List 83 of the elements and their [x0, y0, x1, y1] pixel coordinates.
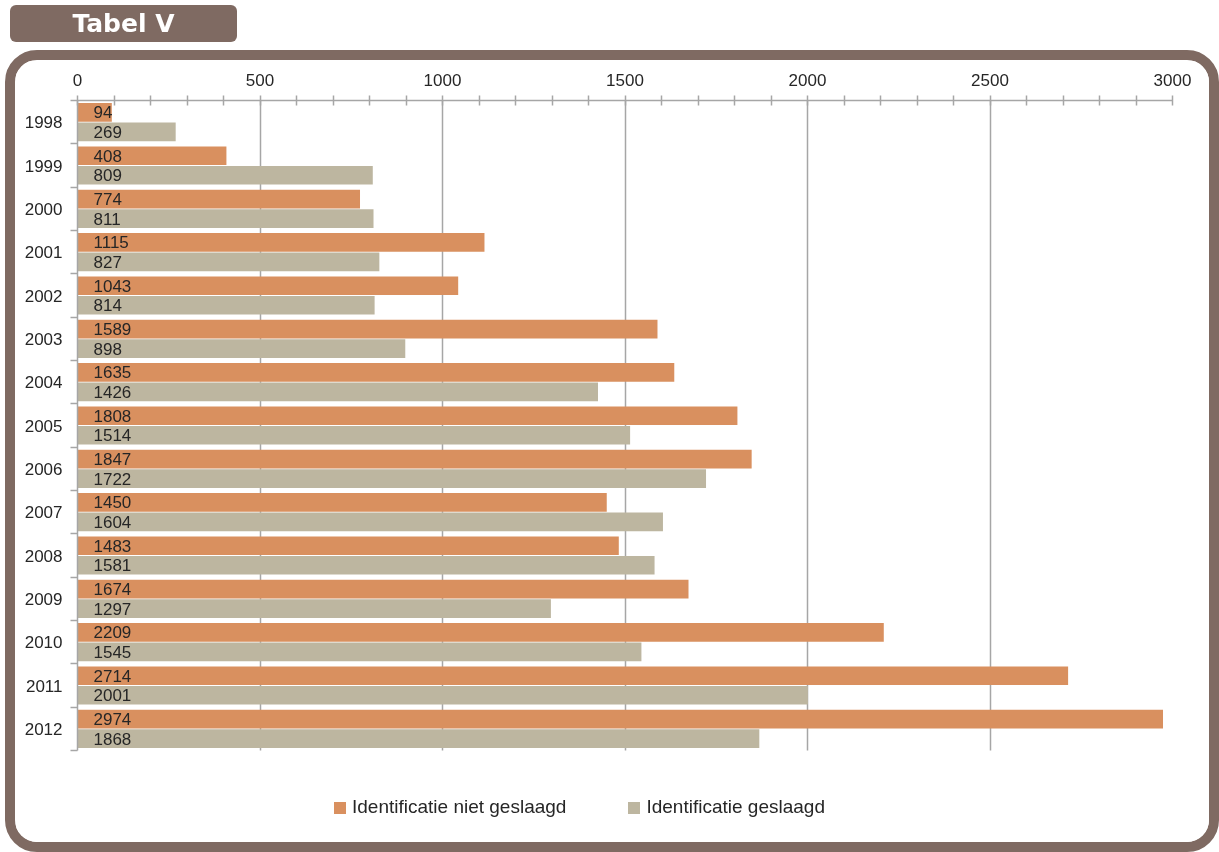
data-label: 1115	[93, 233, 129, 253]
y-tick-label: 2012	[24, 719, 63, 739]
data-label: 1604	[93, 512, 132, 532]
chart-title: Tabel V	[72, 8, 175, 40]
data-label: 1450	[93, 493, 132, 513]
data-label: 1426	[93, 382, 132, 402]
data-label: 814	[93, 296, 122, 316]
bar	[77, 512, 663, 532]
data-label: 1043	[93, 276, 132, 296]
y-tick-label: 2002	[24, 286, 63, 306]
data-label: 1808	[93, 406, 132, 426]
bar	[77, 252, 380, 272]
data-label: 811	[93, 209, 121, 229]
x-tick-label: 2500	[971, 70, 1009, 90]
data-label: 1545	[93, 642, 132, 662]
bar	[77, 209, 374, 228]
x-tick-label: 1000	[423, 70, 462, 90]
bar	[77, 425, 631, 445]
data-label: 2209	[93, 623, 132, 643]
bar	[77, 536, 619, 556]
bar	[77, 189, 361, 209]
bar	[77, 493, 607, 512]
bar	[77, 165, 373, 185]
y-tick-label: 2011	[25, 676, 63, 696]
data-label: 1868	[93, 729, 132, 749]
data-label: 1847	[93, 450, 132, 470]
legend-label: Identificatie geslaagd	[646, 796, 825, 818]
bar	[77, 276, 459, 296]
data-label: 1514	[93, 426, 132, 446]
y-tick-label: 1998	[24, 113, 63, 133]
y-tick-label: 2001	[24, 243, 63, 263]
y-tick-label: 1999	[24, 156, 63, 176]
data-label: 898	[93, 339, 122, 359]
bar	[77, 382, 598, 402]
data-label: 809	[93, 166, 122, 186]
y-tick-label: 2007	[24, 503, 63, 523]
x-tick-label: 500	[245, 70, 275, 90]
data-label: 1722	[93, 469, 132, 489]
bar	[77, 685, 808, 705]
bar	[77, 709, 1164, 729]
bar	[77, 666, 1069, 686]
y-tick-label: 2008	[24, 546, 63, 566]
y-tick-label: 2005	[24, 416, 63, 436]
data-label: 1483	[93, 536, 132, 556]
x-tick-label: 0	[72, 70, 83, 90]
data-label: 774	[93, 190, 122, 210]
data-label: 2001	[93, 686, 132, 706]
y-tick-label: 2000	[24, 199, 63, 219]
y-tick-label: 2006	[24, 459, 63, 479]
data-label: 1297	[93, 599, 132, 619]
data-label: 1674	[93, 580, 132, 600]
bar	[77, 579, 689, 599]
data-label: 269	[93, 122, 122, 142]
bar	[77, 449, 752, 469]
y-tick-label: 2010	[24, 633, 63, 653]
y-tick-label: 2009	[24, 589, 63, 609]
data-label: 2714	[93, 666, 132, 686]
x-tick-label: 3000	[1153, 70, 1192, 90]
data-label: 2974	[93, 710, 132, 730]
data-label: 1581	[93, 556, 132, 576]
bar	[77, 339, 406, 358]
data-label: 408	[93, 146, 122, 166]
bar	[77, 233, 485, 252]
bar	[77, 469, 707, 488]
bar	[77, 146, 227, 166]
bar	[77, 599, 551, 618]
bar	[77, 623, 884, 642]
bar	[77, 363, 675, 382]
bar	[77, 406, 738, 426]
data-label: 827	[93, 252, 122, 272]
bar	[77, 555, 655, 575]
data-label: 1589	[93, 320, 132, 340]
y-tick-label: 2003	[24, 329, 63, 349]
bar	[77, 319, 658, 339]
data-label: 1635	[93, 363, 132, 383]
y-tick-label: 2004	[24, 373, 63, 393]
bar	[77, 642, 642, 662]
bar	[77, 295, 375, 315]
bar	[77, 729, 760, 748]
x-tick-label: 1500	[606, 70, 644, 90]
data-label: 94	[93, 103, 113, 123]
legend-label: Identificatie niet geslaagd	[352, 796, 567, 818]
x-tick-label: 2000	[788, 70, 827, 90]
